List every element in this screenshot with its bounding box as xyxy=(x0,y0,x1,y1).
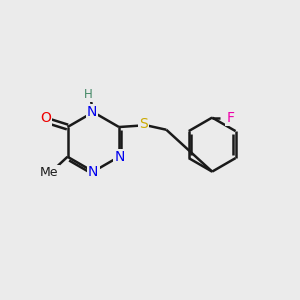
Text: O: O xyxy=(40,111,51,125)
Text: N: N xyxy=(87,105,97,118)
Text: N: N xyxy=(114,150,125,164)
Text: H: H xyxy=(84,88,93,101)
Text: N: N xyxy=(88,165,98,179)
Text: S: S xyxy=(139,116,148,130)
Text: Me: Me xyxy=(40,166,59,179)
Text: F: F xyxy=(226,111,234,124)
